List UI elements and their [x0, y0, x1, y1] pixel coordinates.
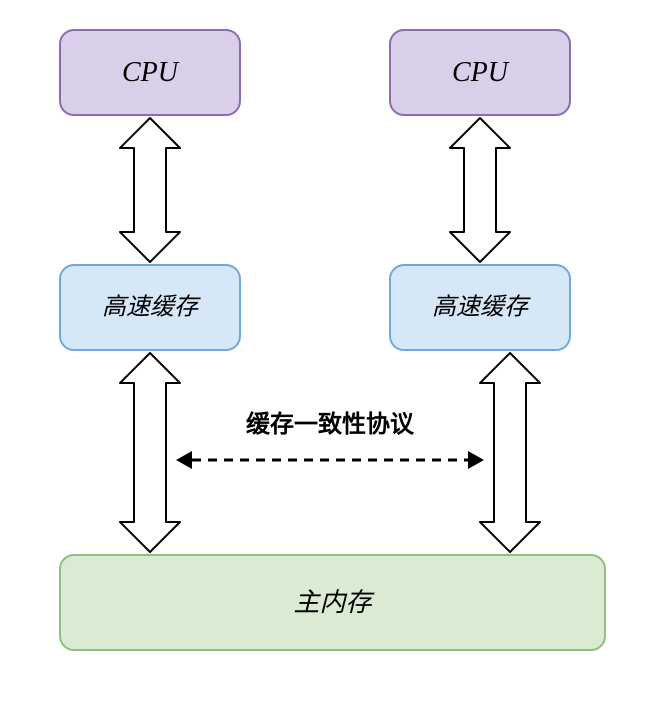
block-double-arrow [120, 353, 180, 552]
block-double-arrow [120, 118, 180, 262]
node-cpu-right: CPU [390, 30, 570, 115]
node-cpu-left: CPU [60, 30, 240, 115]
node-label: CPU [122, 57, 180, 88]
arrowhead-right [468, 451, 484, 469]
node-cache-right: 高速缓存 [390, 265, 570, 350]
node-memory: 主内存 [60, 555, 605, 650]
block-double-arrow [480, 353, 540, 552]
node-label: 高速缓存 [432, 294, 531, 321]
node-label: CPU [452, 57, 510, 88]
coherence-arrow: 缓存一致性协议 [176, 410, 484, 469]
node-label: 主内存 [293, 588, 375, 617]
architecture-diagram: CPU CPU 高速缓存 高速缓存主内存 缓存一致性协议 [0, 0, 662, 702]
node-label: 高速缓存 [102, 294, 201, 321]
arrowhead-left [176, 451, 192, 469]
node-cache-left: 高速缓存 [60, 265, 240, 350]
coherence-label: 缓存一致性协议 [246, 410, 415, 438]
block-double-arrow [450, 118, 510, 262]
